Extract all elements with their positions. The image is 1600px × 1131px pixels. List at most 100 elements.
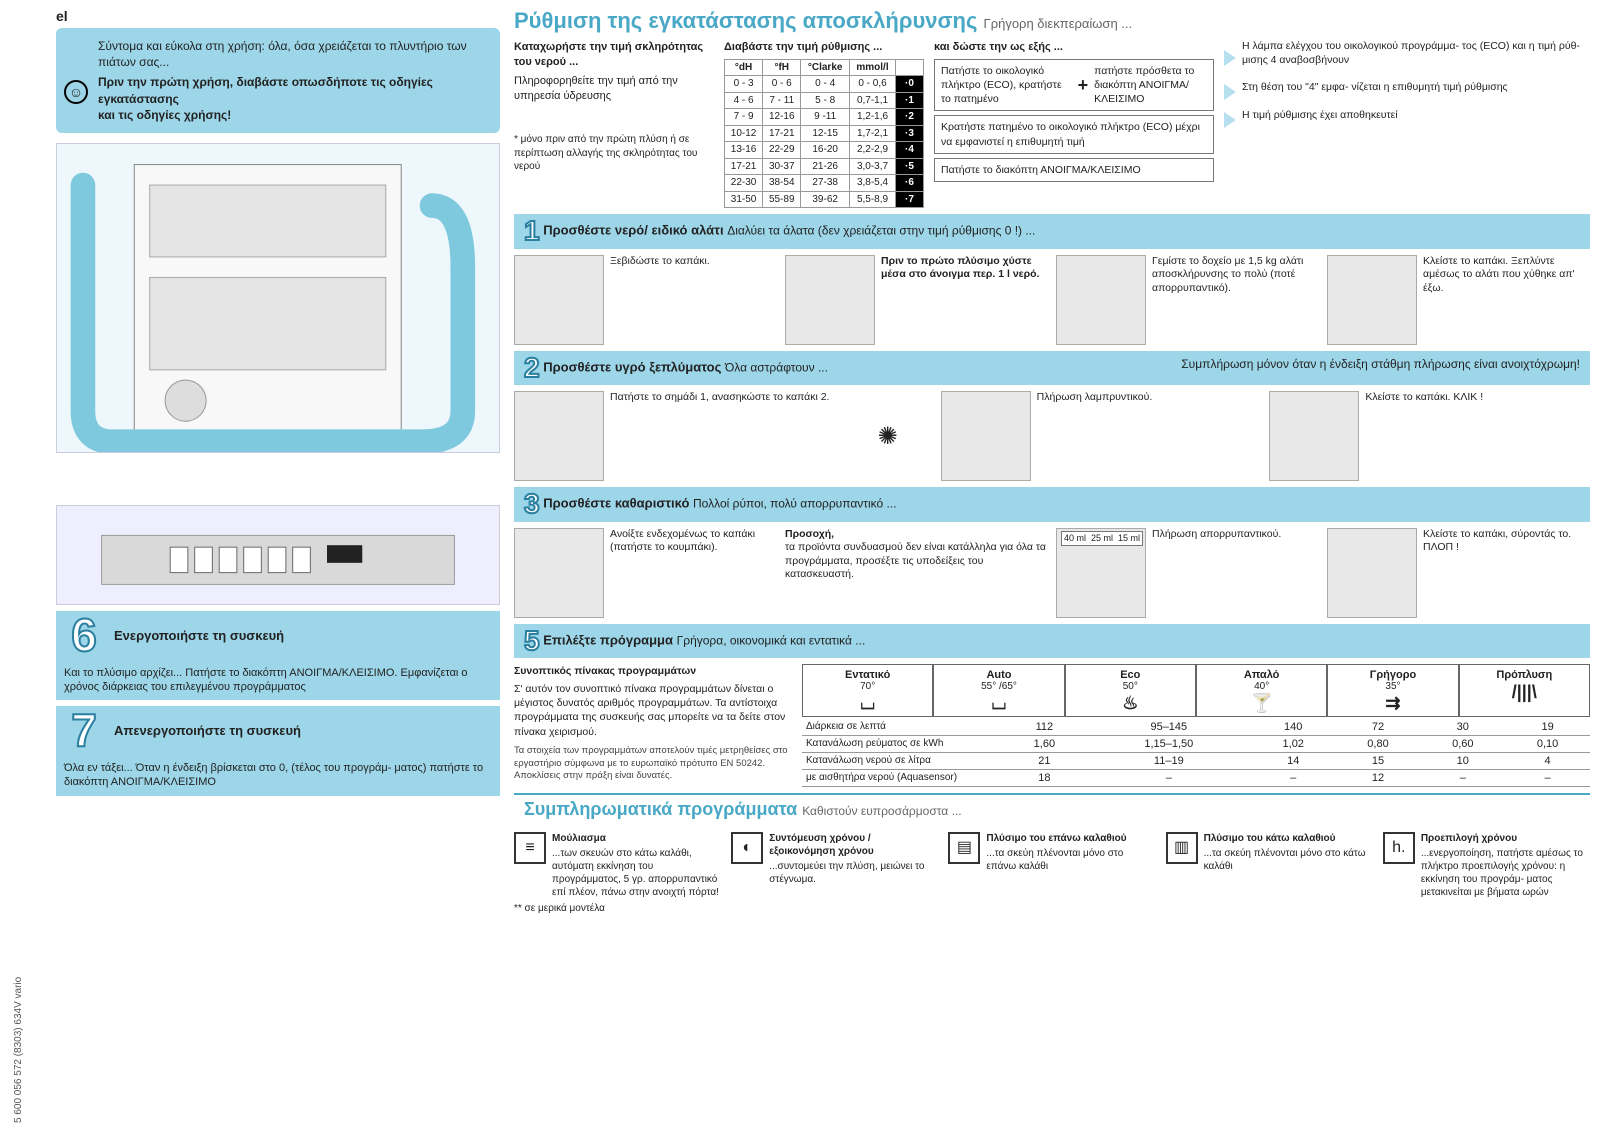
program-data-table: Διάρκεια σε λεπτά11295–145140723019Καταν… (802, 719, 1590, 787)
rinse-t3: Κλείστε το καπάκι. ΚΛΙΚ ! (1365, 391, 1483, 405)
salt-t4: Κλείστε το καπάκι. Ξεπλύντε αμέσως το αλ… (1423, 255, 1590, 296)
salt-t1: Ξεβιδώστε το καπάκι. (610, 255, 710, 269)
prog-head-cell: Eco50°♨ (1065, 664, 1196, 717)
prog-row-val: 12 (1336, 769, 1421, 786)
water-hardness-section: Καταχωρήστε την τιμή σκληρότητας του νερ… (514, 40, 1590, 208)
det-t3: Πλήρωση απορρυπαντικού. (1152, 528, 1281, 542)
wh-td: 1,7-2,1 (850, 125, 896, 142)
supp-item: ◐Συντόμευση χρόνου / εξοικονόμηση χρόνου… (731, 832, 938, 899)
prog-row-val: 1,60 (1002, 735, 1087, 752)
eco-step3: Πατήστε το διακόπτη ΑΝΟΙΓΜΑ/ΚΛΕΙΣΙΜΟ (934, 158, 1214, 182)
footnote-star: ** σε μερικά μοντέλα (514, 903, 1590, 914)
rinse-warn: Συμπλήρωση μόνον όταν η ένδειξη στάθμη π… (1181, 357, 1580, 379)
prog-row-val: 140 (1251, 719, 1336, 736)
wh-td: 9 -11 (801, 109, 850, 126)
wh-td: 27-38 (801, 175, 850, 192)
intro-line1: Σύντομα και εύκολα στη χρήση: όλα, όσα χ… (98, 38, 488, 70)
wh-td: 12-16 (763, 109, 801, 126)
prog-row-val: 18 (1002, 769, 1087, 786)
wh-c2-hd: Διαβάστε την τιμή ρύθμισης ... (724, 40, 924, 55)
supp-icon: ◐ (731, 832, 763, 864)
wh-td: 5 - 8 (801, 92, 850, 109)
wh-td: 0 - 0,6 (850, 76, 896, 93)
hardness-table: °dH°fH°Clarkemmol/l 0 - 30 - 60 - 40 - 0… (724, 59, 924, 209)
prog-row-val: 1,02 (1251, 735, 1336, 752)
salt-img3 (1056, 255, 1146, 345)
supp-icon: ≡ (514, 832, 546, 864)
step6-sub: Και το πλύσιμο αρχίζει... Πατήστε το δια… (64, 666, 492, 695)
wh-th: °fH (763, 59, 801, 76)
salt-img4 (1327, 255, 1417, 345)
wh-td: ·3 (896, 125, 924, 142)
step6-row: 6 Ενεργοποιήστε τη συσκευή Και το πλύσιμ… (56, 611, 500, 700)
wh-td: 30-37 (763, 158, 801, 175)
wh-td: 2,2-2,9 (850, 142, 896, 159)
wh-td: ·1 (896, 92, 924, 109)
wh-td: 38-54 (763, 175, 801, 192)
supp-item: ≡Μούλιασμα...των σκευών στο κάτω καλάθι,… (514, 832, 721, 899)
supp-icon: ▤ (948, 832, 980, 864)
supp-row: ≡Μούλιασμα...των σκευών στο κάτω καλάθι,… (514, 832, 1590, 899)
sparkle-icon: ✺ (843, 391, 933, 481)
rinse-t2: Πλήρωση λαμπρυντικού. (1037, 391, 1153, 405)
dishwasher-illustration (56, 143, 500, 453)
det-img3 (1327, 528, 1417, 618)
wh-td: 0,7-1,1 (850, 92, 896, 109)
wh-td: 22-30 (725, 175, 763, 192)
prog-head-cell: Εντατικό70°⌴ (802, 664, 933, 717)
prog-row-val: 14 (1251, 752, 1336, 769)
wh-td: 12-15 (801, 125, 850, 142)
wh-c1-note: * μόνο πριν από την πρώτη πλύση ή σε περ… (514, 133, 714, 174)
prog-row-val: 4 (1505, 752, 1590, 769)
prog-row-label: Διάρκεια σε λεπτά (802, 719, 1002, 736)
salt-thumbs: Ξεβιδώστε το καπάκι. Πριν το πρώτο πλύσι… (514, 255, 1590, 345)
wh-th (896, 59, 924, 76)
rinse-img2 (941, 391, 1031, 481)
prog-intro-txt2: Τα στοιχεία των προγραμμάτων αποτελούν τ… (514, 745, 794, 783)
step7-row: 7 Απενεργοποιήστε τη συσκευή Όλα εν τάξε… (56, 706, 500, 795)
program-section: Συνοπτικός πίνακας προγραμμάτων Σ' αυτόν… (514, 664, 1590, 787)
wh-r3: Η τιμή ρύθμισης έχει αποθηκευτεί (1242, 109, 1398, 123)
wh-td: ·2 (896, 109, 924, 126)
wh-td: ·6 (896, 175, 924, 192)
wh-td: ·5 (896, 158, 924, 175)
det-img1 (514, 528, 604, 618)
wh-td: 31-50 (725, 191, 763, 208)
prog-row-label: Κατανάλωση ρεύματος σε kWh (802, 735, 1002, 752)
intro-box: ☺ Σύντομα και εύκολα στη χρήση: όλα, όσα… (56, 28, 500, 133)
prog-row-val: 112 (1002, 719, 1087, 736)
prog-row-val: – (1087, 769, 1251, 786)
salt-band: 1 Προσθέστε νερό/ ειδικό αλάτι Διαλύει τ… (514, 214, 1590, 248)
prog-head-cell: Απαλό40°🍸 (1196, 664, 1327, 717)
prog-row-val: 21 (1002, 752, 1087, 769)
wh-td: 16-20 (801, 142, 850, 159)
prog-row-val: 1,15–1,50 (1087, 735, 1251, 752)
salt-img1 (514, 255, 604, 345)
right-column: Ρύθμιση της εγκατάστασης αποσκλήρυνσης Γ… (506, 0, 1600, 1131)
prog-intro-txt: Σ' αυτόν τον συνοπτικό πίνακα προγραμμάτ… (514, 682, 794, 739)
main-title: Ρύθμιση της εγκατάστασης αποσκλήρυνσης Γ… (514, 8, 1590, 34)
supp-item: ▤Πλύσιμο του επάνω καλαθιού...τα σκεύη π… (948, 832, 1155, 899)
prog-row-val: – (1251, 769, 1336, 786)
eco-step2: Κρατήστε πατημένο το οικολογικό πλήκτρο … (934, 115, 1214, 153)
wh-td: ·7 (896, 191, 924, 208)
prog-band: 5 Επιλέξτε πρόγραμμα Γρήγορα, οικονομικά… (514, 624, 1590, 658)
wh-td: 3,8-5,4 (850, 175, 896, 192)
rinse-t1: Πατήστε το σημάδι 1, ανασηκώστε το καπάκ… (610, 391, 829, 405)
wh-td: 7 - 11 (763, 92, 801, 109)
rinse-thumbs: Πατήστε το σημάδι 1, ανασηκώστε το καπάκ… (514, 391, 1590, 481)
salt-img2 (785, 255, 875, 345)
prog-row-val: 0,60 (1420, 735, 1505, 752)
prog-row-val: 11–19 (1087, 752, 1251, 769)
prog-row-val: 15 (1336, 752, 1421, 769)
supp-icon: ▥ (1166, 832, 1198, 864)
wh-th: mmol/l (850, 59, 896, 76)
supp-item: h.Προεπιλογή χρόνου...ενεργοποίηση, πατή… (1383, 832, 1590, 899)
left-column: el ☺ Σύντομα και εύκολα στη χρήση: όλα, … (56, 0, 506, 1131)
prog-row-label: Κατανάλωση νερού σε λίτρα (802, 752, 1002, 769)
det-band: 3 Προσθέστε καθαριστικό Πολλοί ρύποι, πο… (514, 487, 1590, 521)
wh-th: °Clarke (801, 59, 850, 76)
step7-sub: Όλα εν τάξει... Όταν η ένδειξη βρίσκεται… (64, 761, 492, 790)
prog-row-val: 30 (1420, 719, 1505, 736)
control-panel-illustration (56, 505, 500, 605)
